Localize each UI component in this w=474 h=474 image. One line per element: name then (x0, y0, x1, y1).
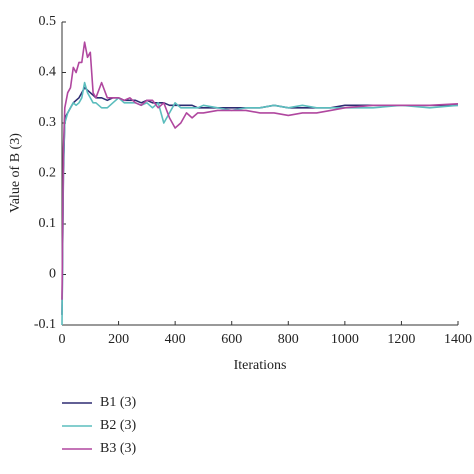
y-tick-label: 0.5 (39, 14, 57, 29)
x-tick-label: 600 (221, 332, 242, 347)
x-tick-label: 0 (59, 332, 66, 347)
legend-label: B2 (3) (100, 418, 137, 433)
series-line (61, 86, 458, 315)
x-tick-label: 200 (108, 332, 129, 347)
y-axis-label: Value of B (3) (8, 133, 23, 213)
x-tick-label: 400 (165, 332, 186, 347)
y-tick-label: 0.3 (39, 115, 57, 130)
legend-label: B1 (3) (100, 395, 137, 410)
y-tick-label: 0.4 (39, 65, 57, 80)
y-tick-label: 0.2 (39, 166, 57, 181)
series-line (61, 41, 459, 300)
x-tick-label: 1400 (444, 332, 472, 347)
x-tick-label: 800 (278, 332, 299, 347)
series-line (61, 81, 459, 326)
y-tick-label: 0.1 (39, 216, 57, 231)
x-axis-label: Iterations (234, 358, 287, 373)
y-tick-label: 0 (49, 267, 56, 282)
y-tick-label: -0.1 (34, 317, 56, 332)
legend-label: B3 (3) (100, 441, 137, 456)
x-tick-label: 1200 (387, 332, 415, 347)
x-tick-label: 1000 (331, 332, 359, 347)
